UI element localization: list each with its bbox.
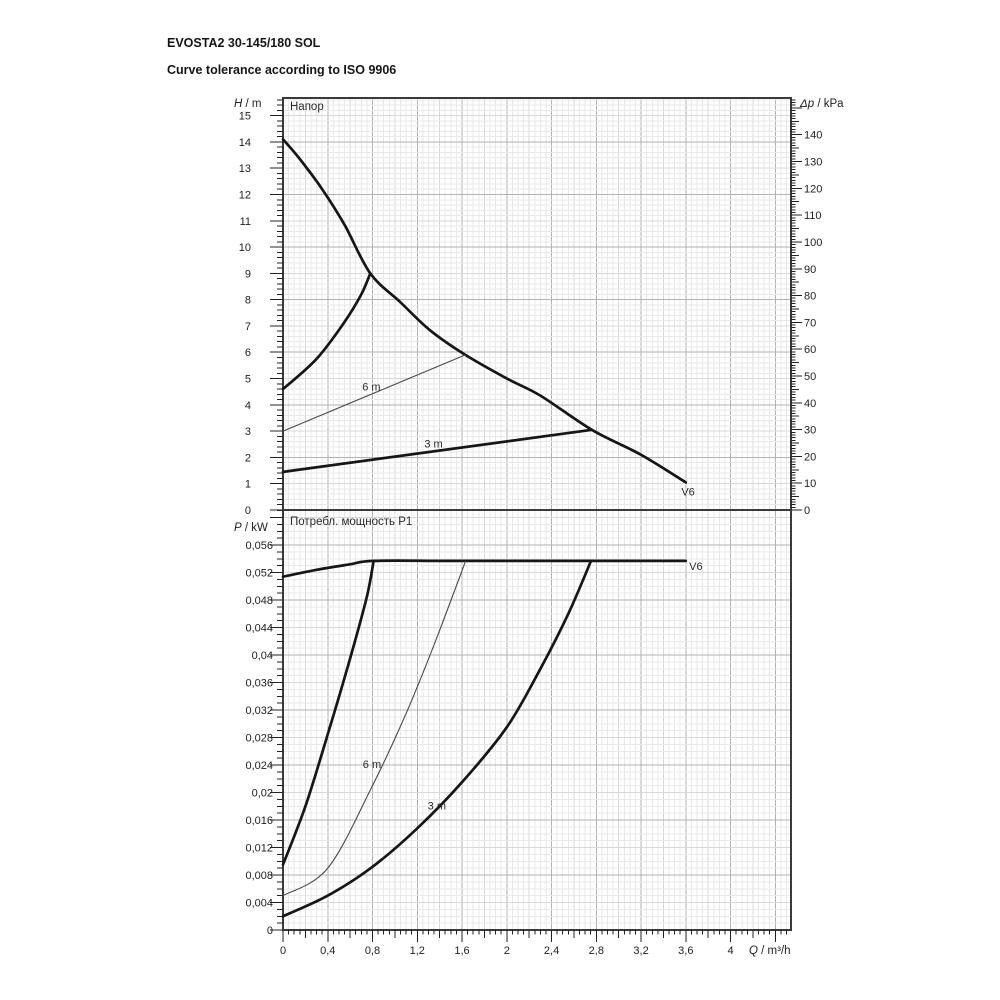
- curve-setpoint-3m: [281, 428, 594, 474]
- power-curves: [281, 559, 688, 918]
- x-tick-label: 1,6: [454, 945, 469, 957]
- head-y-tick-label: 6: [245, 347, 251, 359]
- head-curve-label-3-m: 3 m: [424, 438, 442, 450]
- curve-setpoint-6m-power: [282, 561, 466, 897]
- dp-tick-label: 50: [804, 371, 816, 383]
- x-tick-label: 3,6: [678, 945, 693, 957]
- head-curve-label-6-m: 6 m: [362, 381, 380, 393]
- curve-prop-pressure-max: [281, 272, 372, 391]
- head-y-tick-label: 5: [245, 374, 251, 386]
- power-y-tick-label: 0,044: [245, 623, 273, 635]
- head-y-tick-label: 12: [239, 189, 251, 201]
- power-y-axis-title: P / kW: [234, 522, 268, 534]
- power-y-tick-label: 0: [267, 925, 273, 937]
- power-y-tick-label: 0,028: [245, 733, 273, 745]
- power-y-tick-label: 0,032: [245, 705, 273, 717]
- head-y-tick-label: 8: [245, 295, 251, 307]
- power-grid: [283, 510, 791, 930]
- head-y-tick-label: 14: [239, 137, 251, 149]
- power-y-tick-label: 0,036: [245, 678, 273, 690]
- x-tick-label: 0,8: [365, 945, 380, 957]
- x-tick-label: 4: [728, 945, 734, 957]
- dp-tick-label: 10: [804, 478, 816, 490]
- document-subtitle: Curve tolerance according to ISO 9906: [167, 63, 397, 77]
- x-axis-title: Q / m³/h: [749, 945, 791, 957]
- x-axis: [282, 930, 788, 942]
- x-tick-label: 3,2: [633, 945, 648, 957]
- head-y-axis: [270, 99, 283, 511]
- curve-v6-max-power: [281, 559, 688, 579]
- head-y-tick-label: 7: [245, 321, 251, 333]
- head-y-tick-label: 4: [245, 400, 251, 412]
- head-curves: [281, 137, 688, 484]
- power-y-tick-label: 0,004: [245, 898, 273, 910]
- power-y-tick-label: 0,052: [245, 568, 273, 580]
- head-y-tick-label: 11: [240, 216, 251, 228]
- x-tick-label: 1,2: [410, 945, 425, 957]
- dp-tick-label: 90: [804, 264, 816, 276]
- curve-prop-pressure-max-power: [281, 559, 375, 867]
- power-y-tick-label: 0,04: [252, 650, 273, 662]
- x-tick-label: 2,8: [589, 945, 604, 957]
- power-y-tick-label: 0,048: [245, 595, 273, 607]
- head-frame: [282, 97, 792, 511]
- dp-tick-label: 110: [804, 210, 822, 222]
- head-y-tick-label: 0: [245, 505, 251, 517]
- dp-axis-title: Δp / kPa: [799, 98, 844, 110]
- head-curve-label-V6: V6: [681, 487, 694, 499]
- dp-tick-label: 20: [804, 451, 816, 463]
- dp-tick-label: 130: [804, 157, 822, 169]
- dp-tick-label: 70: [804, 317, 816, 329]
- dp-tick-label: 0: [804, 505, 810, 517]
- head-y-tick-label: 9: [245, 268, 251, 280]
- head-y-tick-label: 3: [245, 426, 251, 438]
- power-y-tick-label: 0,02: [252, 788, 273, 800]
- power-curve-label-3-m: 3 m: [428, 801, 446, 813]
- dp-tick-label: 80: [804, 291, 816, 303]
- dp-tick-label: 30: [804, 425, 816, 437]
- power-y-tick-label: 0,056: [245, 540, 273, 552]
- power-frame: [282, 509, 792, 931]
- x-tick-label: 2: [504, 945, 510, 957]
- head-grid: [283, 98, 791, 510]
- dp-tick-label: 140: [804, 130, 822, 142]
- power-y-axis: [270, 510, 283, 931]
- power-chart-title: Потребл. мощность P1: [290, 516, 412, 528]
- dp-tick-label: 60: [804, 344, 816, 356]
- head-y-tick-label: 10: [239, 242, 251, 254]
- head-chart-title: Напор: [290, 101, 324, 113]
- curve-setpoint-3m-power: [281, 560, 593, 918]
- power-y-tick-label: 0,008: [245, 870, 273, 882]
- head-y-tick-label: 2: [245, 452, 251, 464]
- head-y-tick-label: 15: [239, 111, 251, 123]
- power-y-tick-label: 0,016: [245, 815, 273, 827]
- curve-setpoint-6m: [282, 354, 466, 432]
- power-curve-label-6-m: 6 m: [363, 759, 381, 771]
- power-y-tick-label: 0,012: [245, 843, 273, 855]
- dp-axis: [791, 99, 802, 511]
- dp-tick-label: 40: [804, 398, 816, 410]
- x-tick-label: 0,4: [320, 945, 335, 957]
- power-chart: 0 0,004 0,008 0,012 0,016 0,02 0,024 0,028 0,032…: [234, 509, 792, 957]
- power-y-tick-label: 0,024: [245, 760, 273, 772]
- power-curve-label-V6: V6: [689, 561, 702, 573]
- document-title: EVOSTA2 30-145/180 SOL: [167, 36, 321, 50]
- head-y-tick-label: 1: [245, 479, 251, 491]
- x-tick-label: 0: [280, 945, 286, 957]
- x-tick-label: 2,4: [544, 945, 559, 957]
- dp-tick-label: 120: [804, 183, 822, 195]
- head-y-axis-title: H / m: [234, 98, 261, 110]
- dp-tick-label: 100: [804, 237, 822, 249]
- head-y-tick-label: 13: [239, 163, 251, 175]
